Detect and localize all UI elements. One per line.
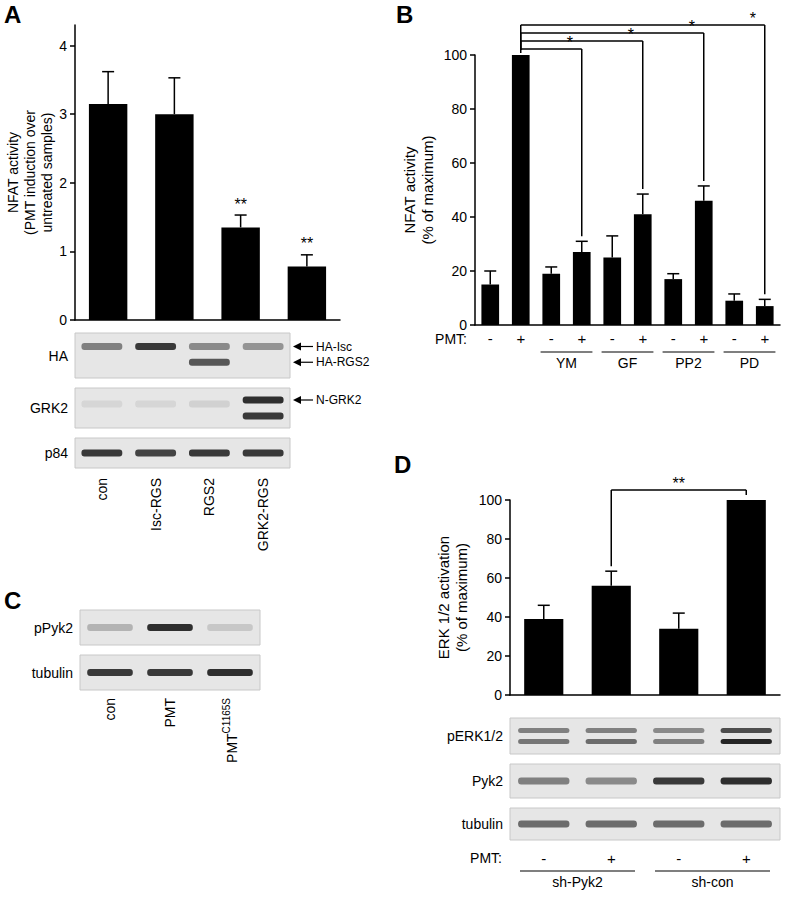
svg-text:80: 80 [486, 531, 502, 547]
svg-text:**: ** [673, 475, 685, 492]
svg-text:-: - [541, 850, 546, 867]
svg-text:pERK1/2: pERK1/2 [447, 728, 503, 744]
svg-text:*: * [567, 34, 573, 51]
svg-text:**: ** [234, 196, 246, 213]
svg-text:4: 4 [59, 38, 67, 54]
svg-text:+: + [760, 330, 769, 347]
svg-text:(PMT induction over: (PMT induction over [22, 110, 38, 235]
svg-text:B: B [396, 1, 413, 28]
svg-text:tubulin: tubulin [462, 816, 503, 832]
svg-text:+: + [638, 330, 647, 347]
svg-text:sh-con: sh-con [691, 874, 733, 890]
svg-text:NFAT activity: NFAT activity [5, 132, 21, 213]
svg-text:RGS2: RGS2 [201, 478, 217, 516]
svg-text:(% of maximum): (% of maximum) [419, 135, 436, 244]
svg-text:YM: YM [556, 355, 577, 371]
svg-text:3: 3 [59, 106, 67, 122]
svg-text:N-GRK2: N-GRK2 [316, 393, 362, 407]
svg-text:**: ** [301, 235, 313, 252]
svg-text:80: 80 [451, 101, 467, 117]
svg-text:*: * [750, 10, 756, 27]
svg-text:NFAT activity: NFAT activity [401, 146, 418, 233]
svg-text:A: A [4, 1, 21, 28]
svg-text:PD: PD [740, 355, 759, 371]
svg-text:PMT: PMT [162, 698, 178, 728]
svg-text:PP2: PP2 [675, 355, 702, 371]
svg-text:PMT:: PMT: [435, 331, 467, 347]
svg-text:GF: GF [618, 355, 637, 371]
svg-text:-: - [488, 330, 493, 347]
svg-text:-: - [549, 330, 554, 347]
svg-text:GRK2: GRK2 [30, 400, 68, 416]
svg-text:+: + [577, 330, 586, 347]
svg-text:*: * [628, 26, 634, 43]
svg-text:20: 20 [451, 263, 467, 279]
svg-text:40: 40 [451, 209, 467, 225]
svg-text:sh-Pyk2: sh-Pyk2 [552, 874, 603, 890]
svg-text:Pyk2: Pyk2 [472, 773, 503, 789]
svg-text:-: - [676, 850, 681, 867]
svg-text:0: 0 [494, 687, 502, 703]
svg-text:2: 2 [59, 175, 67, 191]
svg-text:(% of maximum): (% of maximum) [453, 543, 470, 652]
svg-text:C: C [4, 587, 21, 614]
svg-text:ERK 1/2 activation: ERK 1/2 activation [435, 536, 452, 659]
svg-text:40: 40 [486, 609, 502, 625]
svg-text:-: - [610, 330, 615, 347]
svg-text:HA-Isc: HA-Isc [316, 340, 352, 354]
svg-text:1: 1 [59, 243, 67, 259]
svg-text:0: 0 [459, 317, 467, 333]
svg-text:-: - [671, 330, 676, 347]
svg-text:Isc-RGS: Isc-RGS [148, 478, 164, 531]
svg-text:0: 0 [59, 312, 67, 328]
svg-text:+: + [742, 850, 751, 867]
svg-text:GRK2-RGS: GRK2-RGS [255, 478, 271, 551]
svg-text:pPyk2: pPyk2 [34, 620, 73, 636]
svg-text:con: con [102, 698, 118, 721]
svg-text:PMT:: PMT: [470, 850, 502, 866]
svg-text:20: 20 [486, 648, 502, 664]
svg-text:C1165S: C1165S [221, 698, 232, 734]
svg-text:HA-RGS2: HA-RGS2 [316, 355, 370, 369]
svg-text:+: + [699, 330, 708, 347]
svg-text:D: D [394, 451, 411, 478]
svg-text:-: - [732, 330, 737, 347]
svg-text:con: con [94, 478, 110, 501]
svg-text:untreated samples): untreated samples) [39, 113, 55, 233]
svg-text:HA: HA [49, 348, 69, 364]
svg-text:100: 100 [479, 492, 503, 508]
svg-text:tubulin: tubulin [32, 665, 73, 681]
svg-text:+: + [516, 330, 525, 347]
svg-text:+: + [607, 850, 616, 867]
svg-text:p84: p84 [45, 445, 69, 461]
svg-text:60: 60 [451, 155, 467, 171]
svg-text:100: 100 [444, 47, 468, 63]
svg-text:60: 60 [486, 570, 502, 586]
svg-text:PMT: PMT [224, 733, 240, 763]
svg-text:*: * [689, 18, 695, 35]
